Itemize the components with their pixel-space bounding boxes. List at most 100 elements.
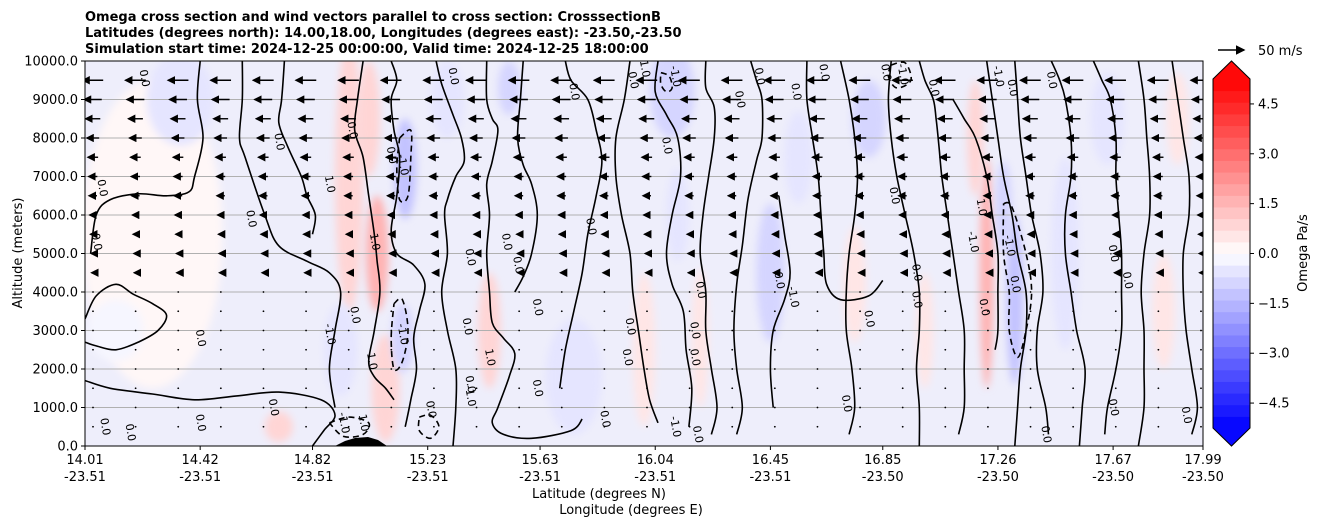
contour-label: 0.0 xyxy=(1044,70,1060,89)
wind-vector xyxy=(518,348,521,351)
colorbar-segment xyxy=(1213,79,1250,92)
wind-vector xyxy=(1072,291,1075,293)
y-tick-label: 4000.0 xyxy=(33,286,79,301)
wind-vector xyxy=(1029,387,1032,390)
zero-contour-line xyxy=(277,61,317,235)
omega-patch xyxy=(784,111,813,204)
wind-vector xyxy=(305,425,307,428)
wind-vector xyxy=(773,425,776,428)
wind-vector xyxy=(1114,425,1117,428)
wind-vector xyxy=(560,310,563,313)
colorbar-segment xyxy=(1213,241,1250,254)
colorbar-segment xyxy=(1213,137,1250,150)
wind-vector xyxy=(773,348,776,351)
wind-vector xyxy=(944,425,947,428)
wind-vector xyxy=(262,310,265,313)
wind-vector xyxy=(987,406,989,409)
omega-patch xyxy=(335,61,364,312)
wind-vector xyxy=(1200,387,1202,390)
colorbar-segment xyxy=(1213,218,1250,231)
wind-vector xyxy=(518,387,521,390)
wind-vector xyxy=(305,348,307,351)
y-tick-label: 7000.0 xyxy=(33,170,79,185)
contour-label: 0.0 xyxy=(687,321,703,340)
wind-vector xyxy=(219,368,222,370)
title-line-2: Latitudes (degrees north): 14.00,18.00, … xyxy=(85,26,682,41)
contour-label: 0.0 xyxy=(1179,405,1195,424)
wind-vector xyxy=(134,387,137,390)
wind-vector xyxy=(134,406,137,409)
wind-vector xyxy=(944,329,947,332)
wind-vector xyxy=(944,368,947,370)
contour-label: 0.0 xyxy=(1007,274,1023,293)
wind-vector xyxy=(92,406,94,409)
x-tick-label-lat: 17.67 xyxy=(1095,453,1132,468)
colorbar-segment xyxy=(1213,311,1250,324)
wind-vector xyxy=(646,291,648,293)
contour-label: 0.0 xyxy=(690,425,706,444)
wind-vector xyxy=(390,348,393,351)
omega-contours xyxy=(85,61,1199,446)
contour-label: -1.0 xyxy=(990,65,1007,88)
wind-vector xyxy=(1072,368,1075,370)
colorbar-segment xyxy=(1213,369,1250,382)
wind-vector xyxy=(731,368,734,370)
contour-label: 0.0 xyxy=(347,305,363,324)
wind-vector xyxy=(262,329,265,332)
colorbar-segment xyxy=(1213,288,1250,301)
wind-vector xyxy=(1072,387,1075,390)
wind-vector xyxy=(1157,291,1160,293)
wind-vector xyxy=(475,291,478,293)
contour-label: 0.0 xyxy=(1038,425,1054,444)
wind-vector xyxy=(1157,406,1160,409)
wind-vector xyxy=(1072,310,1075,313)
contour-label: 0.0 xyxy=(816,63,832,82)
contour-label: 0.0 xyxy=(909,290,925,309)
y-tick-label: 5000.0 xyxy=(33,247,79,262)
zero-contour-line xyxy=(952,99,1000,350)
wind-vector xyxy=(92,291,94,293)
wind-vector xyxy=(134,368,137,370)
colorbar-segment xyxy=(1213,346,1250,359)
wind-vector xyxy=(816,368,819,370)
contour-label: 0.0 xyxy=(499,232,515,251)
wind-vector xyxy=(1114,310,1117,313)
contour-label: -1.0 xyxy=(336,411,353,434)
wind-vector xyxy=(560,368,563,370)
y-axis-label: Altitude (meters) xyxy=(11,198,26,309)
wind-vector xyxy=(1200,310,1202,313)
zero-contour-line xyxy=(1014,61,1050,435)
wind-vector xyxy=(816,348,819,351)
wind-vector xyxy=(347,329,350,332)
wind-vector xyxy=(901,368,904,370)
chart-title: Omega cross section and wind vectors par… xyxy=(85,10,682,57)
wind-vector xyxy=(560,329,563,332)
wind-vector xyxy=(1157,348,1160,351)
colorbar-segment xyxy=(1213,148,1250,161)
x-tick-label-lon: -23.50 xyxy=(1092,470,1134,485)
wind-vector xyxy=(1114,329,1117,332)
wind-vector xyxy=(859,406,861,409)
wind-vector xyxy=(92,368,94,370)
wind-vector xyxy=(646,310,648,313)
wind-vector xyxy=(603,387,606,390)
wind-vector xyxy=(1114,291,1117,293)
wind-vector xyxy=(305,291,307,293)
wind-vector xyxy=(859,425,861,428)
wind-vector xyxy=(1200,425,1202,428)
plot-area: 0.00.00.00.00.00.0 0.00.00.01.01.00.00.0-… xyxy=(84,60,1204,447)
wind-vector xyxy=(1157,368,1160,370)
wind-vector xyxy=(944,406,947,409)
wind-vector xyxy=(688,387,691,390)
colorbar-segment xyxy=(1213,300,1250,313)
negative-contour-line xyxy=(1002,201,1033,359)
x-tick-label-lat: 14.42 xyxy=(182,453,219,468)
wind-vector xyxy=(987,329,989,332)
zero-contour-line xyxy=(887,61,921,446)
wind-vector xyxy=(901,425,904,428)
colorbar-tick-label: −4.5 xyxy=(1258,397,1290,412)
wind-vector xyxy=(1200,348,1202,351)
wind-vector xyxy=(987,310,989,313)
colorbar-segment xyxy=(1213,195,1250,208)
